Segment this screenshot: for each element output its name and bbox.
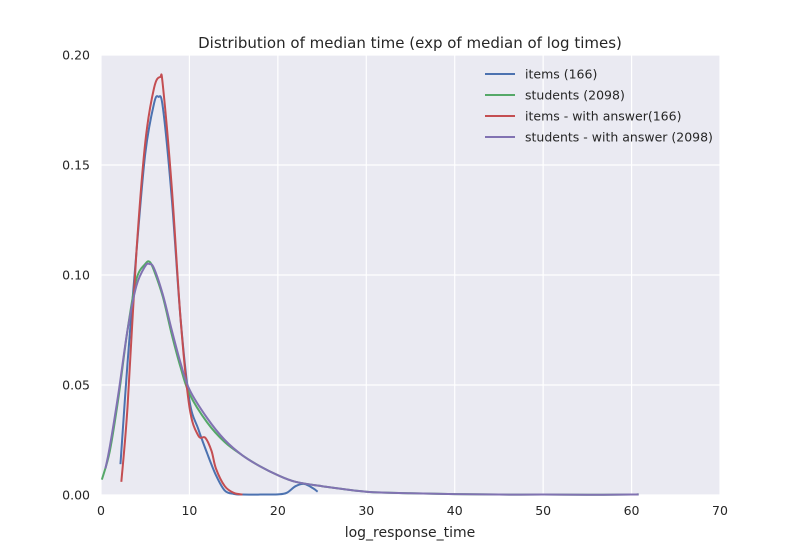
grid (100, 54, 721, 496)
y-tick-label: 0.10 (62, 268, 90, 283)
x-tick-label: 70 (712, 503, 728, 518)
y-tick-label: 0.05 (62, 378, 90, 393)
x-tick-label: 50 (535, 503, 551, 518)
x-tick-label: 20 (270, 503, 286, 518)
series-lines (100, 73, 639, 496)
y-tick-labels: 0.00 0.05 0.10 0.15 0.20 (62, 48, 90, 503)
series-line-1 (119, 95, 319, 496)
series-line-4 (104, 262, 639, 496)
x-axis-label: log_response_time (345, 525, 476, 541)
legend-label: students (2098) (525, 88, 625, 103)
y-tick-label: 0.15 (62, 158, 90, 173)
x-tick-label: 30 (358, 503, 374, 518)
legend: items (166) students (2098) items - with a… (485, 67, 713, 145)
y-tick-label: 0.20 (62, 48, 90, 63)
legend-label: items - with answer(166) (525, 109, 681, 124)
series-line-3 (120, 73, 243, 496)
chart-title: Distribution of median time (exp of medi… (198, 34, 622, 52)
x-tick-labels: 0 10 20 30 40 50 60 70 (97, 503, 728, 518)
y-tick-label: 0.00 (62, 488, 90, 503)
x-tick-label: 0 (97, 503, 105, 518)
x-tick-label: 60 (624, 503, 640, 518)
legend-label: items (166) (525, 67, 597, 82)
legend-label: students - with answer (2098) (525, 130, 713, 145)
x-tick-label: 40 (447, 503, 463, 518)
x-tick-label: 10 (181, 503, 197, 518)
